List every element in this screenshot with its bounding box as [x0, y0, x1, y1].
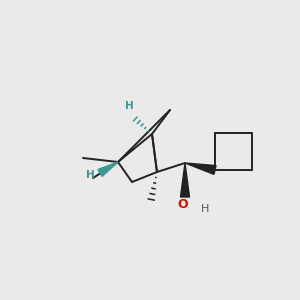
Polygon shape: [181, 163, 190, 197]
Text: H: H: [124, 101, 134, 111]
Text: H: H: [201, 204, 209, 214]
Polygon shape: [98, 162, 118, 176]
Text: H: H: [85, 170, 94, 180]
Polygon shape: [185, 163, 216, 174]
Text: O: O: [178, 199, 188, 212]
